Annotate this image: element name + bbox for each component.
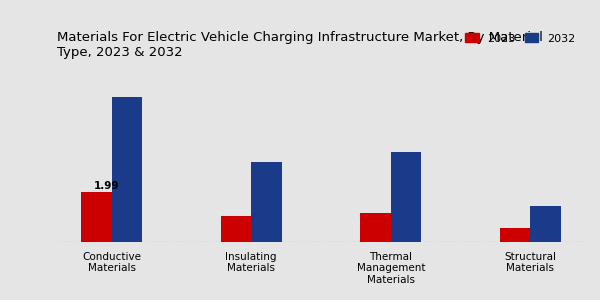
Text: 1.99: 1.99 xyxy=(94,181,119,191)
Bar xyxy=(360,213,391,242)
Bar xyxy=(221,216,251,242)
Text: Materials For Electric Vehicle Charging Infrastructure Market, By Material
Type,: Materials For Electric Vehicle Charging … xyxy=(57,31,543,59)
Bar xyxy=(112,97,142,242)
Legend: 2023, 2032: 2023, 2032 xyxy=(461,29,580,48)
Bar xyxy=(81,192,112,242)
Bar xyxy=(500,228,530,242)
Bar xyxy=(530,206,561,242)
Bar xyxy=(391,152,421,242)
Bar xyxy=(251,162,282,242)
